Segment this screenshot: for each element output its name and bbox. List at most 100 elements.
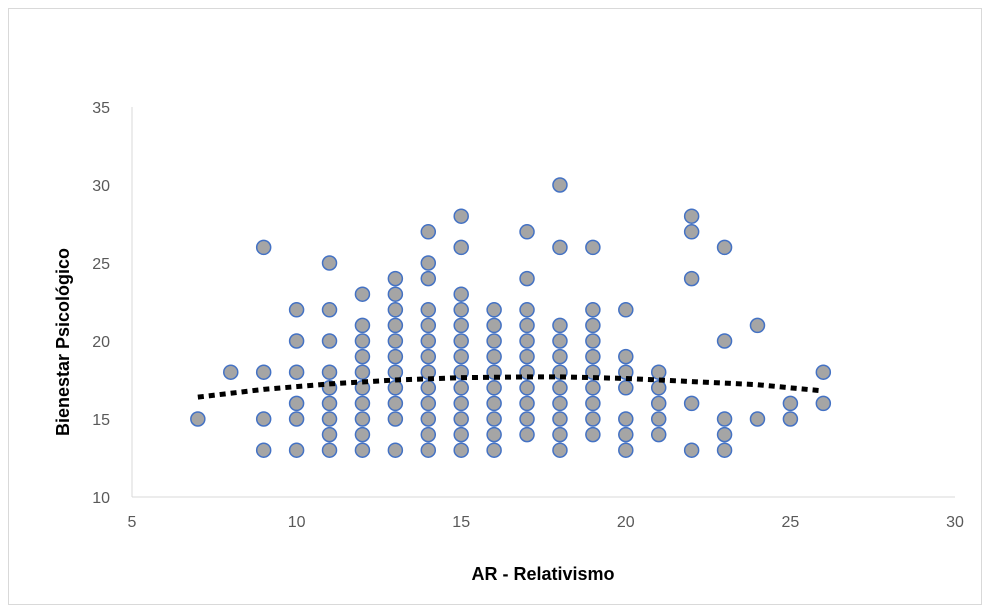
data-point bbox=[782, 395, 799, 412]
data-point bbox=[519, 348, 535, 365]
data-point bbox=[618, 426, 634, 443]
data-point bbox=[618, 348, 634, 365]
data-point bbox=[749, 411, 766, 427]
data-point bbox=[255, 442, 272, 458]
data-point bbox=[387, 411, 404, 427]
data-point bbox=[585, 302, 601, 318]
data-point bbox=[288, 442, 305, 458]
data-point bbox=[387, 395, 404, 412]
data-point bbox=[486, 426, 502, 443]
data-point bbox=[618, 442, 634, 458]
data-point bbox=[486, 302, 502, 318]
data-point bbox=[354, 348, 371, 365]
data-point bbox=[552, 395, 568, 412]
data-point bbox=[321, 364, 338, 380]
data-point bbox=[486, 380, 502, 396]
data-point bbox=[387, 302, 404, 318]
data-point bbox=[453, 348, 469, 365]
data-point bbox=[387, 333, 404, 349]
data-point bbox=[519, 224, 535, 240]
data-point bbox=[552, 317, 568, 334]
data-point bbox=[552, 380, 568, 396]
data-point bbox=[420, 270, 437, 287]
data-point bbox=[716, 426, 733, 443]
data-point bbox=[321, 255, 338, 271]
data-point bbox=[519, 395, 535, 412]
data-point bbox=[453, 380, 469, 396]
data-point bbox=[650, 426, 667, 443]
y-tick-label: 15 bbox=[92, 412, 110, 429]
data-point bbox=[585, 317, 601, 334]
data-point bbox=[387, 348, 404, 365]
x-axis-title: AR - Relativismo bbox=[471, 564, 614, 584]
data-point bbox=[354, 286, 371, 302]
data-point bbox=[552, 177, 568, 193]
data-point bbox=[519, 317, 535, 334]
data-point bbox=[552, 239, 568, 256]
data-point bbox=[321, 395, 338, 412]
data-point bbox=[453, 426, 469, 443]
y-tick-label: 30 bbox=[92, 178, 110, 195]
data-point bbox=[519, 411, 535, 427]
x-tick-label: 30 bbox=[946, 514, 964, 531]
x-tick-label: 25 bbox=[782, 514, 800, 531]
data-point bbox=[618, 411, 634, 427]
data-point bbox=[585, 426, 601, 443]
data-point bbox=[519, 302, 535, 318]
data-point bbox=[552, 411, 568, 427]
data-point bbox=[585, 395, 601, 412]
data-point bbox=[453, 302, 469, 318]
x-tick-label: 5 bbox=[128, 514, 137, 531]
data-point bbox=[420, 255, 437, 271]
data-point bbox=[552, 426, 568, 443]
data-point bbox=[453, 333, 469, 349]
data-point bbox=[585, 333, 601, 349]
data-point bbox=[486, 395, 502, 412]
data-point bbox=[618, 364, 634, 380]
data-point bbox=[552, 333, 568, 349]
y-tick-label: 35 bbox=[92, 100, 110, 117]
data-point bbox=[190, 411, 206, 427]
data-point bbox=[321, 302, 338, 318]
data-point bbox=[683, 208, 700, 224]
y-axis-title: Bienestar Psicológico bbox=[53, 248, 73, 436]
data-point bbox=[618, 380, 634, 396]
data-point bbox=[782, 411, 799, 427]
data-point bbox=[420, 442, 437, 458]
trendline bbox=[197, 374, 824, 400]
data-point bbox=[453, 208, 469, 224]
data-point bbox=[255, 411, 272, 427]
data-point bbox=[453, 442, 469, 458]
data-point bbox=[354, 395, 371, 412]
data-point bbox=[486, 317, 502, 334]
data-point bbox=[354, 364, 371, 380]
data-point bbox=[288, 302, 305, 318]
data-point bbox=[486, 333, 502, 349]
y-tick-label: 25 bbox=[92, 256, 110, 273]
data-point bbox=[387, 270, 404, 287]
data-point bbox=[519, 333, 535, 349]
data-point bbox=[420, 302, 437, 318]
data-point bbox=[683, 395, 700, 412]
data-point bbox=[420, 348, 437, 365]
data-point bbox=[387, 317, 404, 334]
data-point bbox=[321, 426, 338, 443]
x-tick-label: 10 bbox=[288, 514, 306, 531]
data-point bbox=[288, 333, 305, 349]
data-point bbox=[420, 380, 437, 396]
data-point bbox=[420, 224, 437, 240]
data-point bbox=[420, 395, 437, 412]
data-point bbox=[650, 411, 667, 427]
data-point bbox=[650, 380, 667, 396]
data-point bbox=[519, 270, 535, 287]
data-point bbox=[387, 286, 404, 302]
data-point bbox=[453, 411, 469, 427]
data-point bbox=[683, 270, 700, 287]
data-point bbox=[288, 411, 305, 427]
data-point bbox=[683, 224, 700, 240]
data-point bbox=[716, 333, 733, 349]
data-point bbox=[288, 395, 305, 412]
data-point bbox=[585, 348, 601, 365]
data-point bbox=[650, 395, 667, 412]
